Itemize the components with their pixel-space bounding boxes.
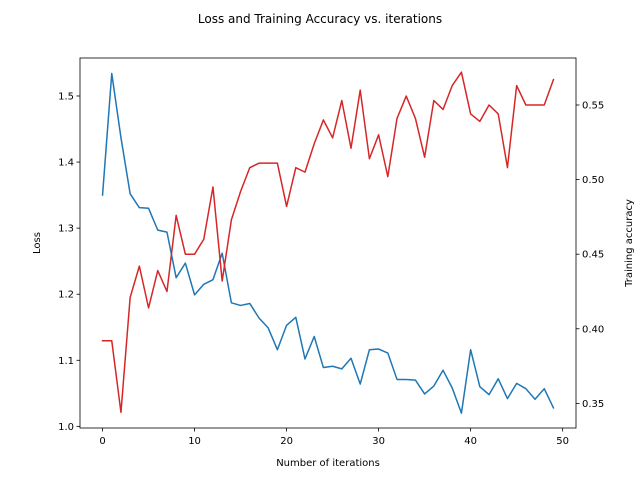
- series-layer: [101, 71, 555, 414]
- y-tick-label: 1.2: [58, 290, 74, 301]
- y-axis-left: 1.0 1.1 1.2 1.3 1.4 1.5: [58, 91, 80, 433]
- x-tick-label: 20: [280, 436, 293, 447]
- x-tick-label: 10: [188, 436, 201, 447]
- x-tick-label: 50: [556, 436, 569, 447]
- x-axis: 0 10 20 30 40 50: [99, 428, 569, 447]
- y2-tick-label: 0.40: [582, 324, 604, 335]
- x-axis-label: Number of iterations: [276, 458, 380, 469]
- accuracy-series-line: [101, 71, 555, 414]
- plot-frame: [79, 57, 577, 429]
- x-tick-label: 0: [99, 436, 105, 447]
- y2-tick-label: 0.55: [582, 100, 604, 111]
- loss-series-line: [101, 72, 555, 414]
- x-tick-label: 40: [464, 436, 477, 447]
- y-axis-right: 0.35 0.40 0.45 0.50 0.55: [576, 100, 604, 410]
- y2-axis-label: Training accuracy: [624, 199, 635, 288]
- y-tick-label: 1.1: [58, 356, 74, 367]
- plot-area: 0 10 20 30 40 50 1.01.11.21.31.41.5 0.350.400…: [58, 57, 604, 447]
- y-axis-label: Loss: [32, 232, 43, 254]
- y2-tick-label: 0.35: [582, 399, 604, 410]
- y-tick-label: 1.4: [58, 158, 74, 169]
- y-tick-label: 1.5: [58, 91, 74, 102]
- y-tick-label: 1.0: [58, 422, 74, 433]
- chart-title: Loss and Training Accuracy vs. iteration…: [198, 12, 442, 26]
- y2-tick-label: 0.50: [582, 175, 604, 186]
- y2-tick-label: 0.45: [582, 250, 604, 261]
- y-tick-label: 1.3: [58, 224, 74, 235]
- x-tick-label: 30: [372, 436, 385, 447]
